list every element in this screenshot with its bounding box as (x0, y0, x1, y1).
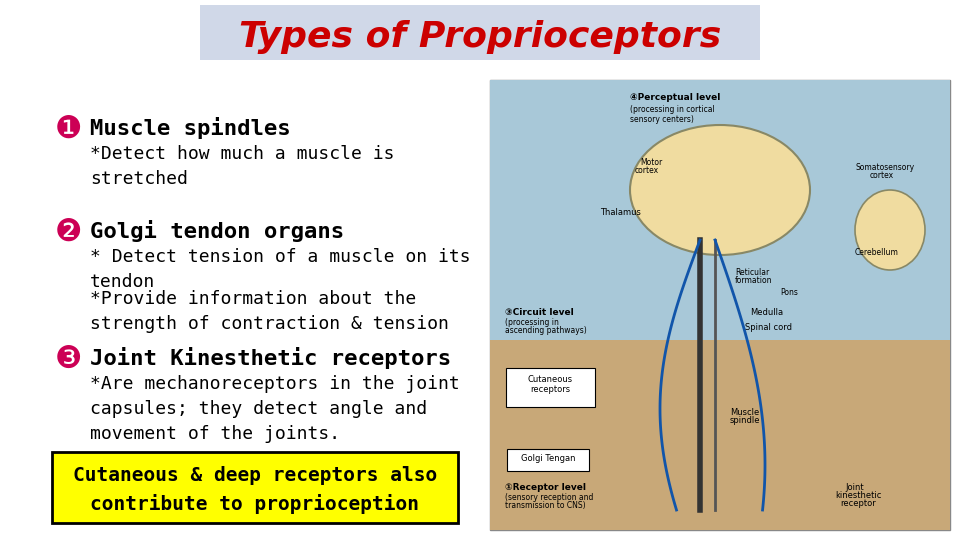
Text: ❶: ❶ (55, 115, 83, 144)
Text: transmission to CNS): transmission to CNS) (505, 501, 586, 510)
Text: sensory centers): sensory centers) (630, 115, 694, 124)
Text: Spinal cord: Spinal cord (745, 323, 792, 332)
Text: Thalamus: Thalamus (600, 208, 641, 217)
Text: *Are mechanoreceptors in the joint
capsules; they detect angle and
movement of t: *Are mechanoreceptors in the joint capsu… (90, 375, 460, 443)
Text: Muscle: Muscle (730, 408, 759, 417)
Text: ❸: ❸ (55, 345, 83, 374)
Text: Joint: Joint (845, 483, 864, 492)
Text: *Detect how much a muscle is
stretched: *Detect how much a muscle is stretched (90, 145, 395, 188)
Text: kinesthetic: kinesthetic (835, 491, 881, 500)
Text: Cutaneous & deep receptors also
contribute to proprioception: Cutaneous & deep receptors also contribu… (73, 465, 437, 514)
FancyBboxPatch shape (490, 80, 950, 340)
Text: ①Receptor level: ①Receptor level (505, 483, 586, 492)
FancyBboxPatch shape (490, 80, 950, 530)
Text: ascending pathways): ascending pathways) (505, 326, 587, 335)
Text: Reticular: Reticular (735, 268, 769, 277)
FancyBboxPatch shape (507, 449, 589, 471)
Text: formation: formation (735, 276, 773, 285)
Text: Muscle spindles: Muscle spindles (90, 117, 291, 139)
Ellipse shape (855, 190, 925, 270)
Text: Types of Proprioceptors: Types of Proprioceptors (239, 20, 721, 54)
Ellipse shape (630, 125, 810, 255)
Text: (sensory reception and: (sensory reception and (505, 493, 593, 502)
Text: Golgi tendon organs: Golgi tendon organs (90, 220, 344, 242)
Text: Motor: Motor (640, 158, 662, 167)
FancyBboxPatch shape (200, 5, 760, 60)
Text: Golgi Tengan: Golgi Tengan (520, 454, 575, 463)
Text: receptors: receptors (530, 385, 570, 394)
Text: * Detect tension of a muscle on its
tendon: * Detect tension of a muscle on its tend… (90, 248, 470, 291)
FancyBboxPatch shape (52, 452, 458, 523)
Text: (processing in: (processing in (505, 318, 559, 327)
Text: spindle: spindle (730, 416, 760, 425)
Text: ④Perceptual level: ④Perceptual level (630, 93, 720, 102)
Text: cortex: cortex (870, 171, 894, 180)
Text: Cerebellum: Cerebellum (855, 248, 899, 257)
Text: Pons: Pons (780, 288, 798, 297)
Text: Joint Kinesthetic receptors: Joint Kinesthetic receptors (90, 347, 451, 369)
Text: ③Circuit level: ③Circuit level (505, 308, 574, 317)
Text: ❷: ❷ (55, 218, 83, 247)
Text: Medulla: Medulla (750, 308, 783, 317)
Text: Cutaneous: Cutaneous (527, 375, 572, 384)
Text: cortex: cortex (635, 166, 660, 175)
Text: receptor: receptor (840, 499, 876, 508)
FancyBboxPatch shape (506, 368, 595, 407)
FancyBboxPatch shape (490, 340, 950, 530)
Text: Somatosensory: Somatosensory (855, 163, 914, 172)
Text: *Provide information about the
strength of contraction & tension: *Provide information about the strength … (90, 290, 449, 333)
Text: (processing in cortical: (processing in cortical (630, 105, 715, 114)
